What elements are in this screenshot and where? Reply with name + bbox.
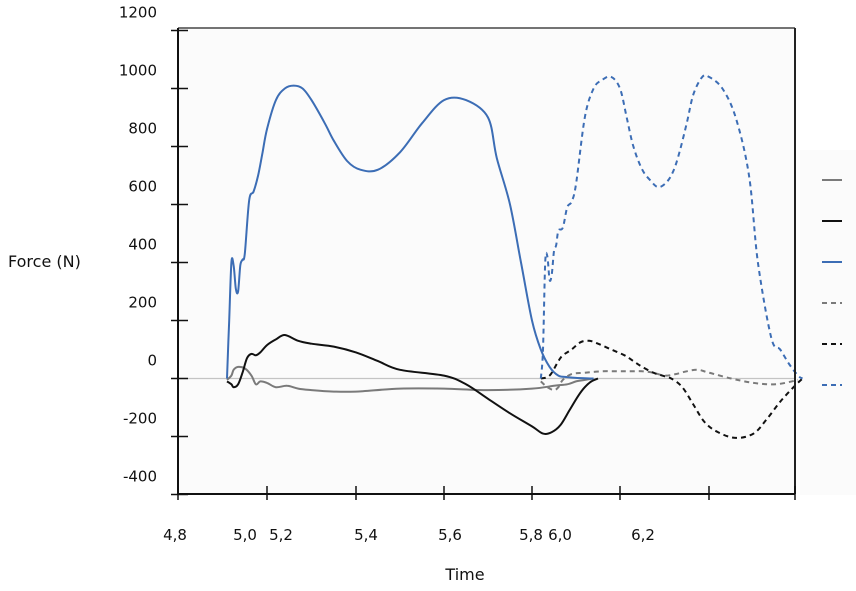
series-line-5	[540, 339, 804, 439]
x-tick-label: 5,2	[269, 526, 293, 544]
y-tick-label: 200	[128, 294, 157, 312]
y-tick-label: -400	[123, 468, 157, 486]
series-line-3	[226, 84, 594, 380]
axis-layer: -400 -200 0 200 400 600 800 1000 1200 4,8 5,0 5,2 5,…	[119, 4, 796, 544]
x-tick-label: 6,2	[631, 526, 655, 544]
legend	[822, 179, 842, 386]
y-tick-label: 400	[128, 236, 157, 254]
y-tick-label: 1200	[119, 4, 157, 22]
series-line-2	[226, 334, 599, 435]
x-tick-label: 5,4	[354, 526, 378, 544]
plot-area-background	[178, 28, 795, 494]
y-tick-label: -200	[123, 410, 157, 428]
series-line-4	[540, 368, 799, 392]
x-tick-label: 5,0	[233, 526, 257, 544]
x-tick-label: 4,8	[163, 526, 187, 544]
x-tick-label: 6,0	[548, 526, 572, 544]
y-tick-label: 800	[128, 120, 157, 138]
legend-background	[800, 150, 856, 495]
series-layer	[226, 74, 804, 439]
x-tick-label: 5,8	[519, 526, 543, 544]
y-axis-title: Force (N)	[8, 252, 81, 271]
x-axis-title: Time	[444, 565, 484, 584]
series-line-6	[539, 74, 804, 380]
y-tick-label: 0	[147, 352, 157, 370]
y-tick-label: 1000	[119, 62, 157, 80]
y-tick-label: 600	[128, 178, 157, 196]
x-tick-label: 5,6	[438, 526, 462, 544]
